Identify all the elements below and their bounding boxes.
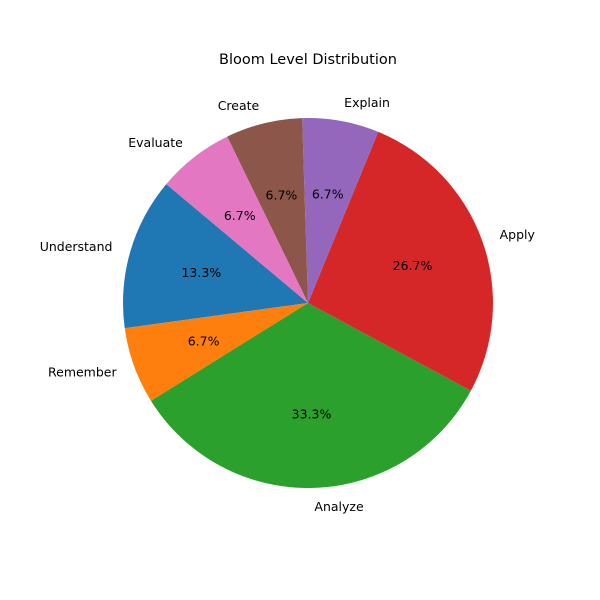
pie-slice-remember [124, 303, 308, 401]
pie-slice-create [227, 118, 308, 303]
slice-label-understand: Understand [40, 239, 113, 254]
pct-label-remember: 6.7% [188, 333, 220, 348]
pie-slice-evaluate [166, 136, 308, 303]
pie-slice-understand [123, 184, 308, 329]
pie-slices [123, 117, 493, 488]
slice-label-remember: Remember [48, 365, 117, 380]
slice-label-explain: Explain [344, 95, 390, 110]
pct-label-create: 6.7% [266, 188, 298, 203]
pct-label-understand: 13.3% [181, 265, 221, 280]
pct-label-explain: 6.7% [312, 186, 344, 201]
slice-label-analyze: Analyze [314, 499, 364, 514]
slice-label-create: Create [218, 98, 260, 113]
pie-slice-analyze [150, 303, 471, 488]
slice-label-evaluate: Evaluate [128, 135, 183, 150]
pct-label-evaluate: 6.7% [224, 208, 256, 223]
pie-labels: 13.3% Understand 6.7% Remember 33.3% Analyze 2… [40, 95, 536, 514]
pct-label-analyze: 33.3% [292, 406, 332, 421]
pct-label-apply: 26.7% [393, 258, 433, 273]
slice-label-apply: Apply [500, 227, 536, 242]
chart-title: Bloom Level Distribution [219, 52, 397, 68]
pie-slice-apply [308, 131, 493, 391]
pie-slice-explain [302, 117, 379, 303]
